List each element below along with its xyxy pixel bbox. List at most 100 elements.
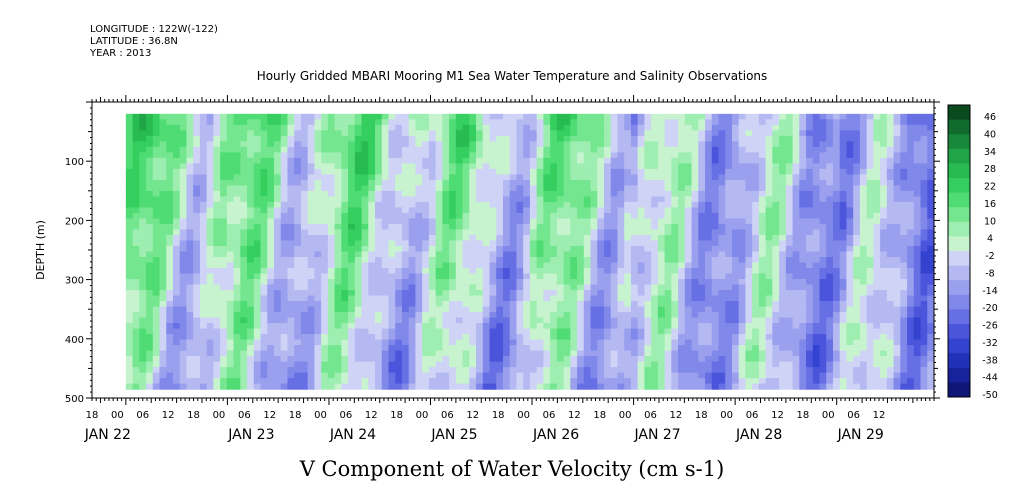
heatmap-cell xyxy=(644,268,652,275)
heatmap-cell xyxy=(597,196,605,203)
heatmap-cell xyxy=(664,251,672,258)
heatmap-cell xyxy=(482,251,491,258)
heatmap-cell xyxy=(610,339,619,346)
heatmap-cell xyxy=(267,284,275,291)
heatmap-cell xyxy=(543,268,551,275)
heatmap-cell xyxy=(428,218,437,225)
heatmap-cell xyxy=(577,328,585,335)
heatmap-cell xyxy=(577,312,585,319)
heatmap-cell xyxy=(772,378,780,385)
heatmap-cell xyxy=(597,328,605,335)
heatmap-cell xyxy=(280,163,289,170)
heatmap-cell xyxy=(375,196,383,203)
heatmap-cell xyxy=(657,168,666,176)
heatmap-cell xyxy=(274,378,282,385)
heatmap-cell xyxy=(125,152,134,159)
heatmap-cell xyxy=(388,163,396,170)
heatmap-cell xyxy=(233,119,241,126)
heatmap-cell xyxy=(624,306,632,313)
heatmap-cell xyxy=(617,119,625,126)
heatmap-cell xyxy=(166,361,174,368)
heatmap-cell xyxy=(671,157,679,164)
heatmap-cell xyxy=(496,163,504,170)
heatmap-cell xyxy=(368,179,376,187)
heatmap-cell xyxy=(179,146,188,153)
heatmap-cell xyxy=(253,323,262,330)
heatmap-cell xyxy=(314,223,322,231)
heatmap-cell xyxy=(375,367,383,374)
heatmap-cell xyxy=(523,317,531,324)
heatmap-cell xyxy=(395,113,403,120)
heatmap-cell xyxy=(442,312,450,319)
heatmap-cell xyxy=(321,196,329,203)
heatmap-cell xyxy=(172,113,181,120)
heatmap-cell xyxy=(327,229,336,236)
heatmap-cell xyxy=(314,290,322,297)
heatmap-cell xyxy=(455,262,464,269)
heatmap-cell xyxy=(172,383,181,390)
heatmap-cell xyxy=(772,223,780,231)
heatmap-cell xyxy=(705,279,713,286)
heatmap-cell xyxy=(657,345,666,352)
heatmap-cell xyxy=(341,218,349,225)
heatmap-cell xyxy=(146,201,154,209)
heatmap-cell xyxy=(455,273,464,280)
heatmap-cell xyxy=(233,372,241,379)
heatmap-cell xyxy=(563,273,571,280)
heatmap-cell xyxy=(550,312,558,319)
heatmap-cell xyxy=(253,201,262,209)
heatmap-cell xyxy=(206,135,214,142)
heatmap-cell xyxy=(536,345,544,352)
heatmap-cell xyxy=(287,323,295,330)
heatmap-cell xyxy=(267,212,275,220)
heatmap-cell xyxy=(361,367,369,374)
heatmap-cell xyxy=(731,367,740,374)
heatmap-cell xyxy=(610,356,619,363)
heatmap-cell xyxy=(220,356,228,363)
heatmap-cell xyxy=(644,273,652,280)
heatmap-cell xyxy=(166,383,174,390)
heatmap-cell xyxy=(476,135,484,142)
heatmap-cell xyxy=(657,212,666,220)
heatmap-cell xyxy=(570,367,578,374)
heatmap-cell xyxy=(253,168,262,176)
heatmap-cell xyxy=(657,119,666,126)
heatmap-cell xyxy=(698,301,706,308)
heatmap-cell xyxy=(146,212,154,220)
heatmap-cell xyxy=(193,234,201,242)
heatmap-cell xyxy=(321,135,329,142)
heatmap-cell xyxy=(543,218,551,225)
heatmap-cell xyxy=(671,207,679,214)
heatmap-cell xyxy=(428,146,437,153)
heatmap-cell xyxy=(482,317,491,324)
heatmap-cell xyxy=(718,256,726,264)
heatmap-cell xyxy=(240,163,248,170)
heatmap-cell xyxy=(260,190,268,198)
heatmap-cell xyxy=(368,251,376,258)
heatmap-cell xyxy=(139,146,147,153)
heatmap-cell xyxy=(280,256,289,264)
heatmap-cell xyxy=(428,350,437,357)
heatmap-cell xyxy=(267,174,275,181)
heatmap-cell xyxy=(469,268,477,275)
heatmap-cell xyxy=(563,256,571,264)
heatmap-cell xyxy=(752,328,760,335)
heatmap-cell xyxy=(139,174,147,181)
heatmap-cell xyxy=(550,345,558,352)
heatmap-cell xyxy=(233,356,241,363)
heatmap-cell xyxy=(159,317,167,324)
heatmap-cell xyxy=(435,234,443,242)
heatmap-cell xyxy=(529,163,538,170)
heatmap-cell xyxy=(381,345,390,352)
heatmap-cell xyxy=(401,262,410,269)
heatmap-cell xyxy=(469,295,477,302)
heatmap-cell xyxy=(287,251,295,258)
heatmap-cell xyxy=(698,356,706,363)
heatmap-cell xyxy=(159,163,167,170)
heatmap-cell xyxy=(543,212,551,220)
heatmap-cell xyxy=(523,378,531,385)
heatmap-cell xyxy=(785,152,794,159)
heatmap-cell xyxy=(516,273,524,280)
heatmap-cell xyxy=(361,179,369,187)
heatmap-cell xyxy=(307,295,316,302)
